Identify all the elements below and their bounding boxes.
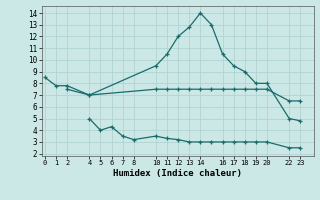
X-axis label: Humidex (Indice chaleur): Humidex (Indice chaleur) (113, 169, 242, 178)
